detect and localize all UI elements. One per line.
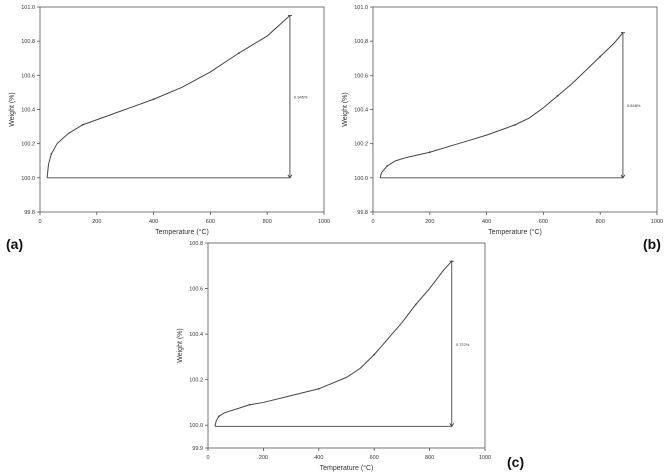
data-point xyxy=(248,403,251,406)
x-axis-label: Temperature (°C) xyxy=(488,228,542,236)
x-tick-label: 0 xyxy=(371,219,374,225)
plot-frame xyxy=(207,242,486,449)
x-tick-label: 600 xyxy=(206,219,215,225)
data-point xyxy=(599,55,602,58)
y-tick-label: 100.8 xyxy=(354,39,368,45)
data-series-line xyxy=(214,260,453,427)
x-tick-label: 0 xyxy=(38,219,41,225)
y-tick-label: 100.6 xyxy=(189,287,203,293)
x-tick-label: 200 xyxy=(92,219,101,225)
data-series-line xyxy=(46,15,291,178)
tga-chart-a: 0 200 400 600 800 1000 99.8 100.0 100.2 100.4 100.… xyxy=(9,5,330,236)
y-axis-label: Weight (%) xyxy=(342,92,349,127)
data-series-line xyxy=(379,32,624,178)
difference-label: 0.848% xyxy=(627,103,641,108)
y-tick-label: 101.0 xyxy=(354,5,368,11)
y-tick-label: 99.8 xyxy=(357,210,368,216)
y-tick-label: 100.0 xyxy=(354,176,368,182)
y-tick-label: 99.8 xyxy=(24,210,35,216)
data-point xyxy=(414,303,417,306)
y-axis-label: Weight (%) xyxy=(177,328,184,363)
y-tick-label: 100.2 xyxy=(21,142,35,148)
y-tick-label: 100.8 xyxy=(21,39,35,45)
data-point xyxy=(386,164,389,167)
data-point xyxy=(81,123,84,126)
x-tick-label: 400 xyxy=(314,455,323,461)
x-tick-label: 200 xyxy=(259,455,268,461)
y-tick-label: 100.2 xyxy=(354,142,368,148)
plot-frame xyxy=(39,6,325,213)
x-tick-label: 600 xyxy=(539,219,548,225)
y-tick-label: 99.9 xyxy=(192,446,203,452)
y-tick-label: 100.6 xyxy=(21,73,35,79)
x-tick-label: 400 xyxy=(482,219,491,225)
data-point xyxy=(237,52,240,55)
y-tick-label: 100.0 xyxy=(189,423,203,429)
plot-frame xyxy=(372,6,658,213)
y-tick-label: 100.4 xyxy=(189,332,203,338)
data-point xyxy=(373,353,376,356)
x-tick-label: 600 xyxy=(370,455,379,461)
tga-chart-b: 0 200 400 600 800 1000 99.8 100.0 100.2 100.4 100.… xyxy=(342,5,663,236)
x-tick-label: 1000 xyxy=(479,455,491,461)
data-point xyxy=(317,387,320,390)
data-point xyxy=(152,98,155,101)
y-tick-label: 100.6 xyxy=(354,73,368,79)
panel-label-b: (b) xyxy=(643,236,661,252)
x-tick-label: 400 xyxy=(149,219,158,225)
y-tick-label: 100.4 xyxy=(354,108,368,114)
y-tick-label: 101.0 xyxy=(21,5,35,11)
tga-chart-c: 0 200 400 600 800 1000 99.9 100.0 100.2 100.4 100.… xyxy=(177,241,491,472)
x-tick-label: 1000 xyxy=(651,219,663,225)
y-tick-label: 100.0 xyxy=(21,176,35,182)
difference-arrow xyxy=(620,174,626,179)
x-axis-label: Temperature (°C) xyxy=(320,464,374,472)
data-point xyxy=(428,151,431,154)
x-tick-label: 200 xyxy=(425,219,434,225)
y-axis-label: Weight (%) xyxy=(9,92,16,127)
difference-arrow xyxy=(449,423,455,428)
y-tick-label: 100.2 xyxy=(189,378,203,384)
difference-label: 0.945% xyxy=(294,95,308,100)
x-tick-label: 800 xyxy=(263,219,272,225)
difference-arrow xyxy=(287,174,293,179)
x-tick-label: 800 xyxy=(425,455,434,461)
y-tick-label: 100.8 xyxy=(189,241,203,247)
data-point xyxy=(218,415,220,418)
x-tick-label: 0 xyxy=(206,455,209,461)
data-point xyxy=(556,94,559,97)
y-tick-label: 100.4 xyxy=(21,108,35,114)
panel-label-a: (a) xyxy=(6,236,24,252)
difference-label: 0.722% xyxy=(456,342,470,347)
data-point xyxy=(50,153,53,155)
x-tick-label: 1000 xyxy=(318,219,330,225)
x-axis-label: Temperature (°C) xyxy=(155,228,209,236)
data-point xyxy=(514,123,516,126)
panel-label-c: (c) xyxy=(507,454,525,470)
x-tick-label: 800 xyxy=(596,219,605,225)
